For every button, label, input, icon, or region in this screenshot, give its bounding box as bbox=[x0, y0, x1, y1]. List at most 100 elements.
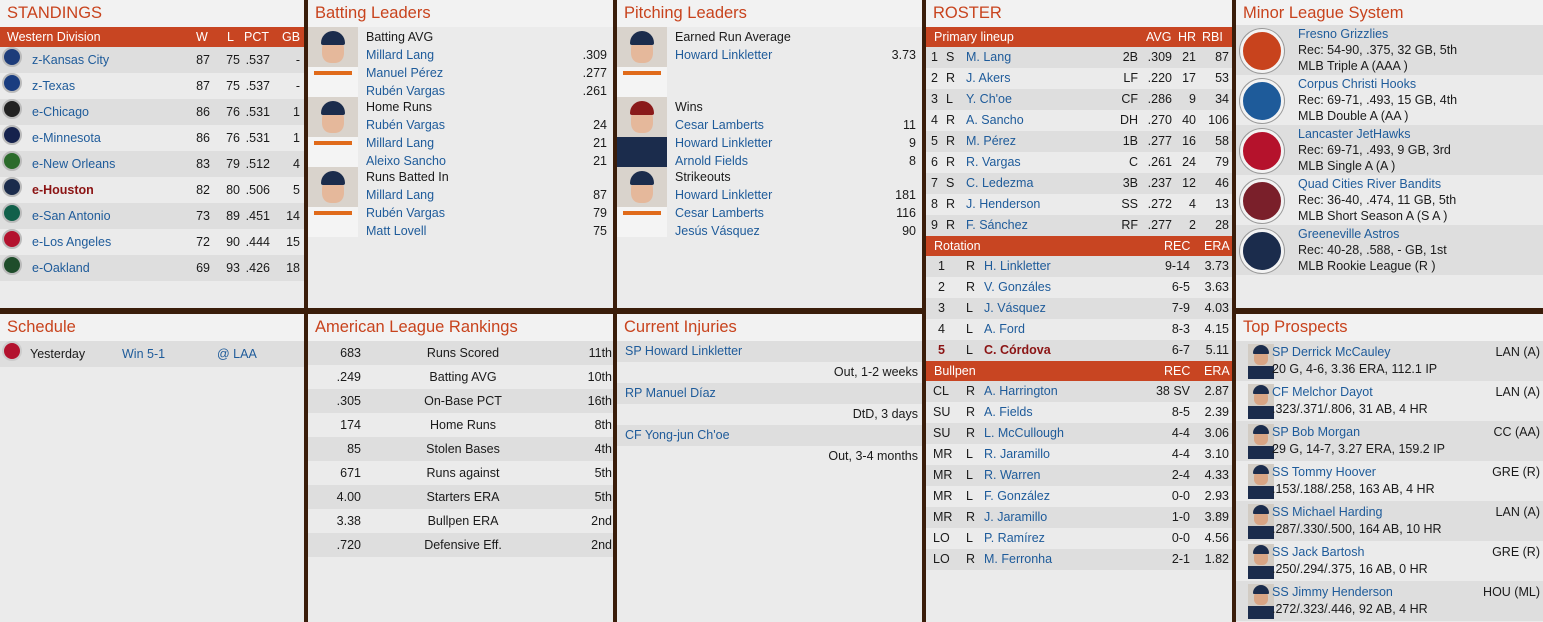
player-photo[interactable] bbox=[617, 97, 667, 167]
opponent-link[interactable]: @ LAA bbox=[217, 347, 257, 361]
rotation-row[interactable]: 1 R H. Linkletter 9-14 3.73 bbox=[926, 256, 1232, 277]
bullpen-row[interactable]: LO L P. Ramírez 0-0 4.56 bbox=[926, 528, 1232, 549]
game-result-link[interactable]: Win 5-1 bbox=[122, 347, 166, 361]
pitcher-name-link[interactable]: L. McCullough bbox=[984, 426, 1064, 440]
prospect-row[interactable]: SS Michael Harding LAN (A) .287/.330/.500,… bbox=[1236, 501, 1543, 541]
leader-name-link[interactable]: Aleixo Sancho bbox=[366, 154, 446, 168]
lineup-row[interactable]: 5 R M. Pérez 1B .277 16 58 bbox=[926, 131, 1232, 152]
injured-player-link[interactable]: SP Howard Linkletter bbox=[625, 344, 743, 358]
leader-name-link[interactable]: Cesar Lamberts bbox=[675, 206, 764, 220]
bullpen-row[interactable]: LO R M. Ferronha 2-1 1.82 bbox=[926, 549, 1232, 570]
leader-name-link[interactable]: Manuel Pérez bbox=[366, 66, 444, 80]
minor-team-row[interactable]: Corpus Christi Hooks Rec: 69-71, .493, 15… bbox=[1236, 75, 1543, 125]
prospect-photo[interactable] bbox=[1248, 384, 1274, 419]
lineup-row[interactable]: 3 L Y. Ch'oe CF .286 9 34 bbox=[926, 89, 1232, 110]
minor-team-row[interactable]: Quad Cities River Bandits Rec: 36-40, .47… bbox=[1236, 175, 1543, 225]
schedule-row[interactable]: Yesterday Win 5-1 @ LAA bbox=[0, 341, 304, 367]
bullpen-row[interactable]: SU R A. Fields 8-5 2.39 bbox=[926, 402, 1232, 423]
team-name-link[interactable]: e-Chicago bbox=[32, 105, 89, 119]
bullpen-row[interactable]: CL R A. Harrington 38 SV 2.87 bbox=[926, 381, 1232, 402]
leader-name-link[interactable]: Rubén Vargas bbox=[366, 206, 445, 220]
bullpen-row[interactable]: SU R L. McCullough 4-4 3.06 bbox=[926, 423, 1232, 444]
pitcher-name-link[interactable]: A. Harrington bbox=[984, 384, 1058, 398]
prospect-name-link[interactable]: SS Michael Harding bbox=[1272, 505, 1383, 519]
pitcher-name-link[interactable]: R. Jaramillo bbox=[984, 447, 1050, 461]
standings-row[interactable]: e-Minnesota 86 76 .531 1 bbox=[0, 125, 304, 151]
prospect-photo[interactable] bbox=[1248, 504, 1274, 539]
rotation-row[interactable]: 3 L J. Vásquez 7-9 4.03 bbox=[926, 298, 1232, 319]
minor-team-row[interactable]: Lancaster JetHawks Rec: 69-71, .493, 9 GB… bbox=[1236, 125, 1543, 175]
prospect-photo[interactable] bbox=[1248, 344, 1274, 379]
player-photo[interactable] bbox=[308, 97, 358, 167]
minor-team-link[interactable]: Lancaster JetHawks bbox=[1298, 127, 1411, 141]
bullpen-row[interactable]: MR L R. Warren 2-4 4.33 bbox=[926, 465, 1232, 486]
standings-row[interactable]: e-Los Angeles 72 90 .444 15 bbox=[0, 229, 304, 255]
leader-name-link[interactable]: Millard Lang bbox=[366, 48, 435, 62]
team-name-link[interactable]: e-Minnesota bbox=[32, 131, 101, 145]
player-name-link[interactable]: Y. Ch'oe bbox=[966, 92, 1012, 106]
prospect-name-link[interactable]: SP Derrick McCauley bbox=[1272, 345, 1391, 359]
prospect-row[interactable]: SS Jimmy Henderson HOU (ML) .272/.323/.446… bbox=[1236, 581, 1543, 621]
lineup-row[interactable]: 7 S C. Ledezma 3B .237 12 46 bbox=[926, 173, 1232, 194]
player-name-link[interactable]: M. Pérez bbox=[966, 134, 1017, 148]
leader-name-link[interactable]: Arnold Fields bbox=[675, 154, 748, 168]
player-name-link[interactable]: J. Henderson bbox=[966, 197, 1041, 211]
prospect-row[interactable]: SP Bob Morgan CC (AA) 29 G, 14-7, 3.27 ERA… bbox=[1236, 421, 1543, 461]
minor-team-row[interactable]: Fresno Grizzlies Rec: 54-90, .375, 32 GB,… bbox=[1236, 25, 1543, 75]
player-photo[interactable] bbox=[617, 167, 667, 237]
prospect-name-link[interactable]: SS Jimmy Henderson bbox=[1272, 585, 1393, 599]
rotation-row[interactable]: 4 L A. Ford 8-3 4.15 bbox=[926, 319, 1232, 340]
injury-row[interactable]: RP Manuel Díaz bbox=[617, 383, 922, 404]
standings-row[interactable]: e-Chicago 86 76 .531 1 bbox=[0, 99, 304, 125]
lineup-row[interactable]: 4 R A. Sancho DH .270 40 106 bbox=[926, 110, 1232, 131]
prospect-name-link[interactable]: SP Bob Morgan bbox=[1272, 425, 1361, 439]
team-name-link[interactable]: z-Texas bbox=[32, 79, 76, 93]
leader-name-link[interactable]: Millard Lang bbox=[366, 188, 435, 202]
pitcher-name-link[interactable]: C. Córdova bbox=[984, 343, 1051, 357]
prospect-name-link[interactable]: SS Jack Bartosh bbox=[1272, 545, 1365, 559]
rotation-row[interactable]: 5 L C. Córdova 6-7 5.11 bbox=[926, 340, 1232, 361]
pitcher-name-link[interactable]: A. Fields bbox=[984, 405, 1033, 419]
prospect-photo[interactable] bbox=[1248, 464, 1274, 499]
lineup-row[interactable]: 6 R R. Vargas C .261 24 79 bbox=[926, 152, 1232, 173]
injury-row[interactable]: SP Howard Linkletter bbox=[617, 341, 922, 362]
player-name-link[interactable]: F. Sánchez bbox=[966, 218, 1028, 232]
pitcher-name-link[interactable]: V. Gonzáles bbox=[984, 280, 1051, 294]
team-name-link[interactable]: e-Houston bbox=[32, 183, 94, 197]
lineup-row[interactable]: 1 S M. Lang 2B .309 21 87 bbox=[926, 47, 1232, 68]
player-name-link[interactable]: J. Akers bbox=[966, 71, 1011, 85]
injury-row[interactable]: CF Yong-jun Ch'oe bbox=[617, 425, 922, 446]
prospect-name-link[interactable]: SS Tommy Hoover bbox=[1272, 465, 1376, 479]
bullpen-row[interactable]: MR L F. González 0-0 2.93 bbox=[926, 486, 1232, 507]
pitcher-name-link[interactable]: J. Vásquez bbox=[984, 301, 1046, 315]
player-photo[interactable] bbox=[617, 27, 667, 97]
prospect-row[interactable]: SP Derrick McCauley LAN (A) 20 G, 4-6, 3.3… bbox=[1236, 341, 1543, 381]
bullpen-row[interactable]: MR R J. Jaramillo 1-0 3.89 bbox=[926, 507, 1232, 528]
leader-name-link[interactable]: Howard Linkletter bbox=[675, 48, 773, 62]
lineup-row[interactable]: 9 R F. Sánchez RF .277 2 28 bbox=[926, 215, 1232, 236]
pitcher-name-link[interactable]: P. Ramírez bbox=[984, 531, 1045, 545]
prospect-name-link[interactable]: CF Melchor Dayot bbox=[1272, 385, 1373, 399]
leader-name-link[interactable]: Millard Lang bbox=[366, 136, 435, 150]
lineup-row[interactable]: 8 R J. Henderson SS .272 4 13 bbox=[926, 194, 1232, 215]
lineup-row[interactable]: 2 R J. Akers LF .220 17 53 bbox=[926, 68, 1232, 89]
prospect-photo[interactable] bbox=[1248, 424, 1274, 459]
standings-row[interactable]: z-Texas 87 75 .537 - bbox=[0, 73, 304, 99]
player-name-link[interactable]: C. Ledezma bbox=[966, 176, 1034, 190]
team-name-link[interactable]: z-Kansas City bbox=[32, 53, 110, 67]
leader-name-link[interactable]: Rubén Vargas bbox=[366, 118, 445, 132]
pitcher-name-link[interactable]: F. González bbox=[984, 489, 1051, 503]
leader-name-link[interactable]: Rubén Vargas bbox=[366, 84, 445, 98]
standings-row[interactable]: e-New Orleans 83 79 .512 4 bbox=[0, 151, 304, 177]
bullpen-row[interactable]: MR L R. Jaramillo 4-4 3.10 bbox=[926, 444, 1232, 465]
minor-team-row[interactable]: Greeneville Astros Rec: 40-28, .588, - GB… bbox=[1236, 225, 1543, 275]
leader-name-link[interactable]: Cesar Lamberts bbox=[675, 118, 764, 132]
prospect-photo[interactable] bbox=[1248, 584, 1274, 619]
leader-name-link[interactable]: Jesús Vásquez bbox=[675, 224, 760, 238]
minor-team-link[interactable]: Fresno Grizzlies bbox=[1298, 27, 1389, 41]
pitcher-name-link[interactable]: M. Ferronha bbox=[984, 552, 1053, 566]
prospect-photo[interactable] bbox=[1248, 544, 1274, 579]
injured-player-link[interactable]: RP Manuel Díaz bbox=[625, 386, 716, 400]
team-name-link[interactable]: e-Oakland bbox=[32, 261, 90, 275]
rotation-row[interactable]: 2 R V. Gonzáles 6-5 3.63 bbox=[926, 277, 1232, 298]
